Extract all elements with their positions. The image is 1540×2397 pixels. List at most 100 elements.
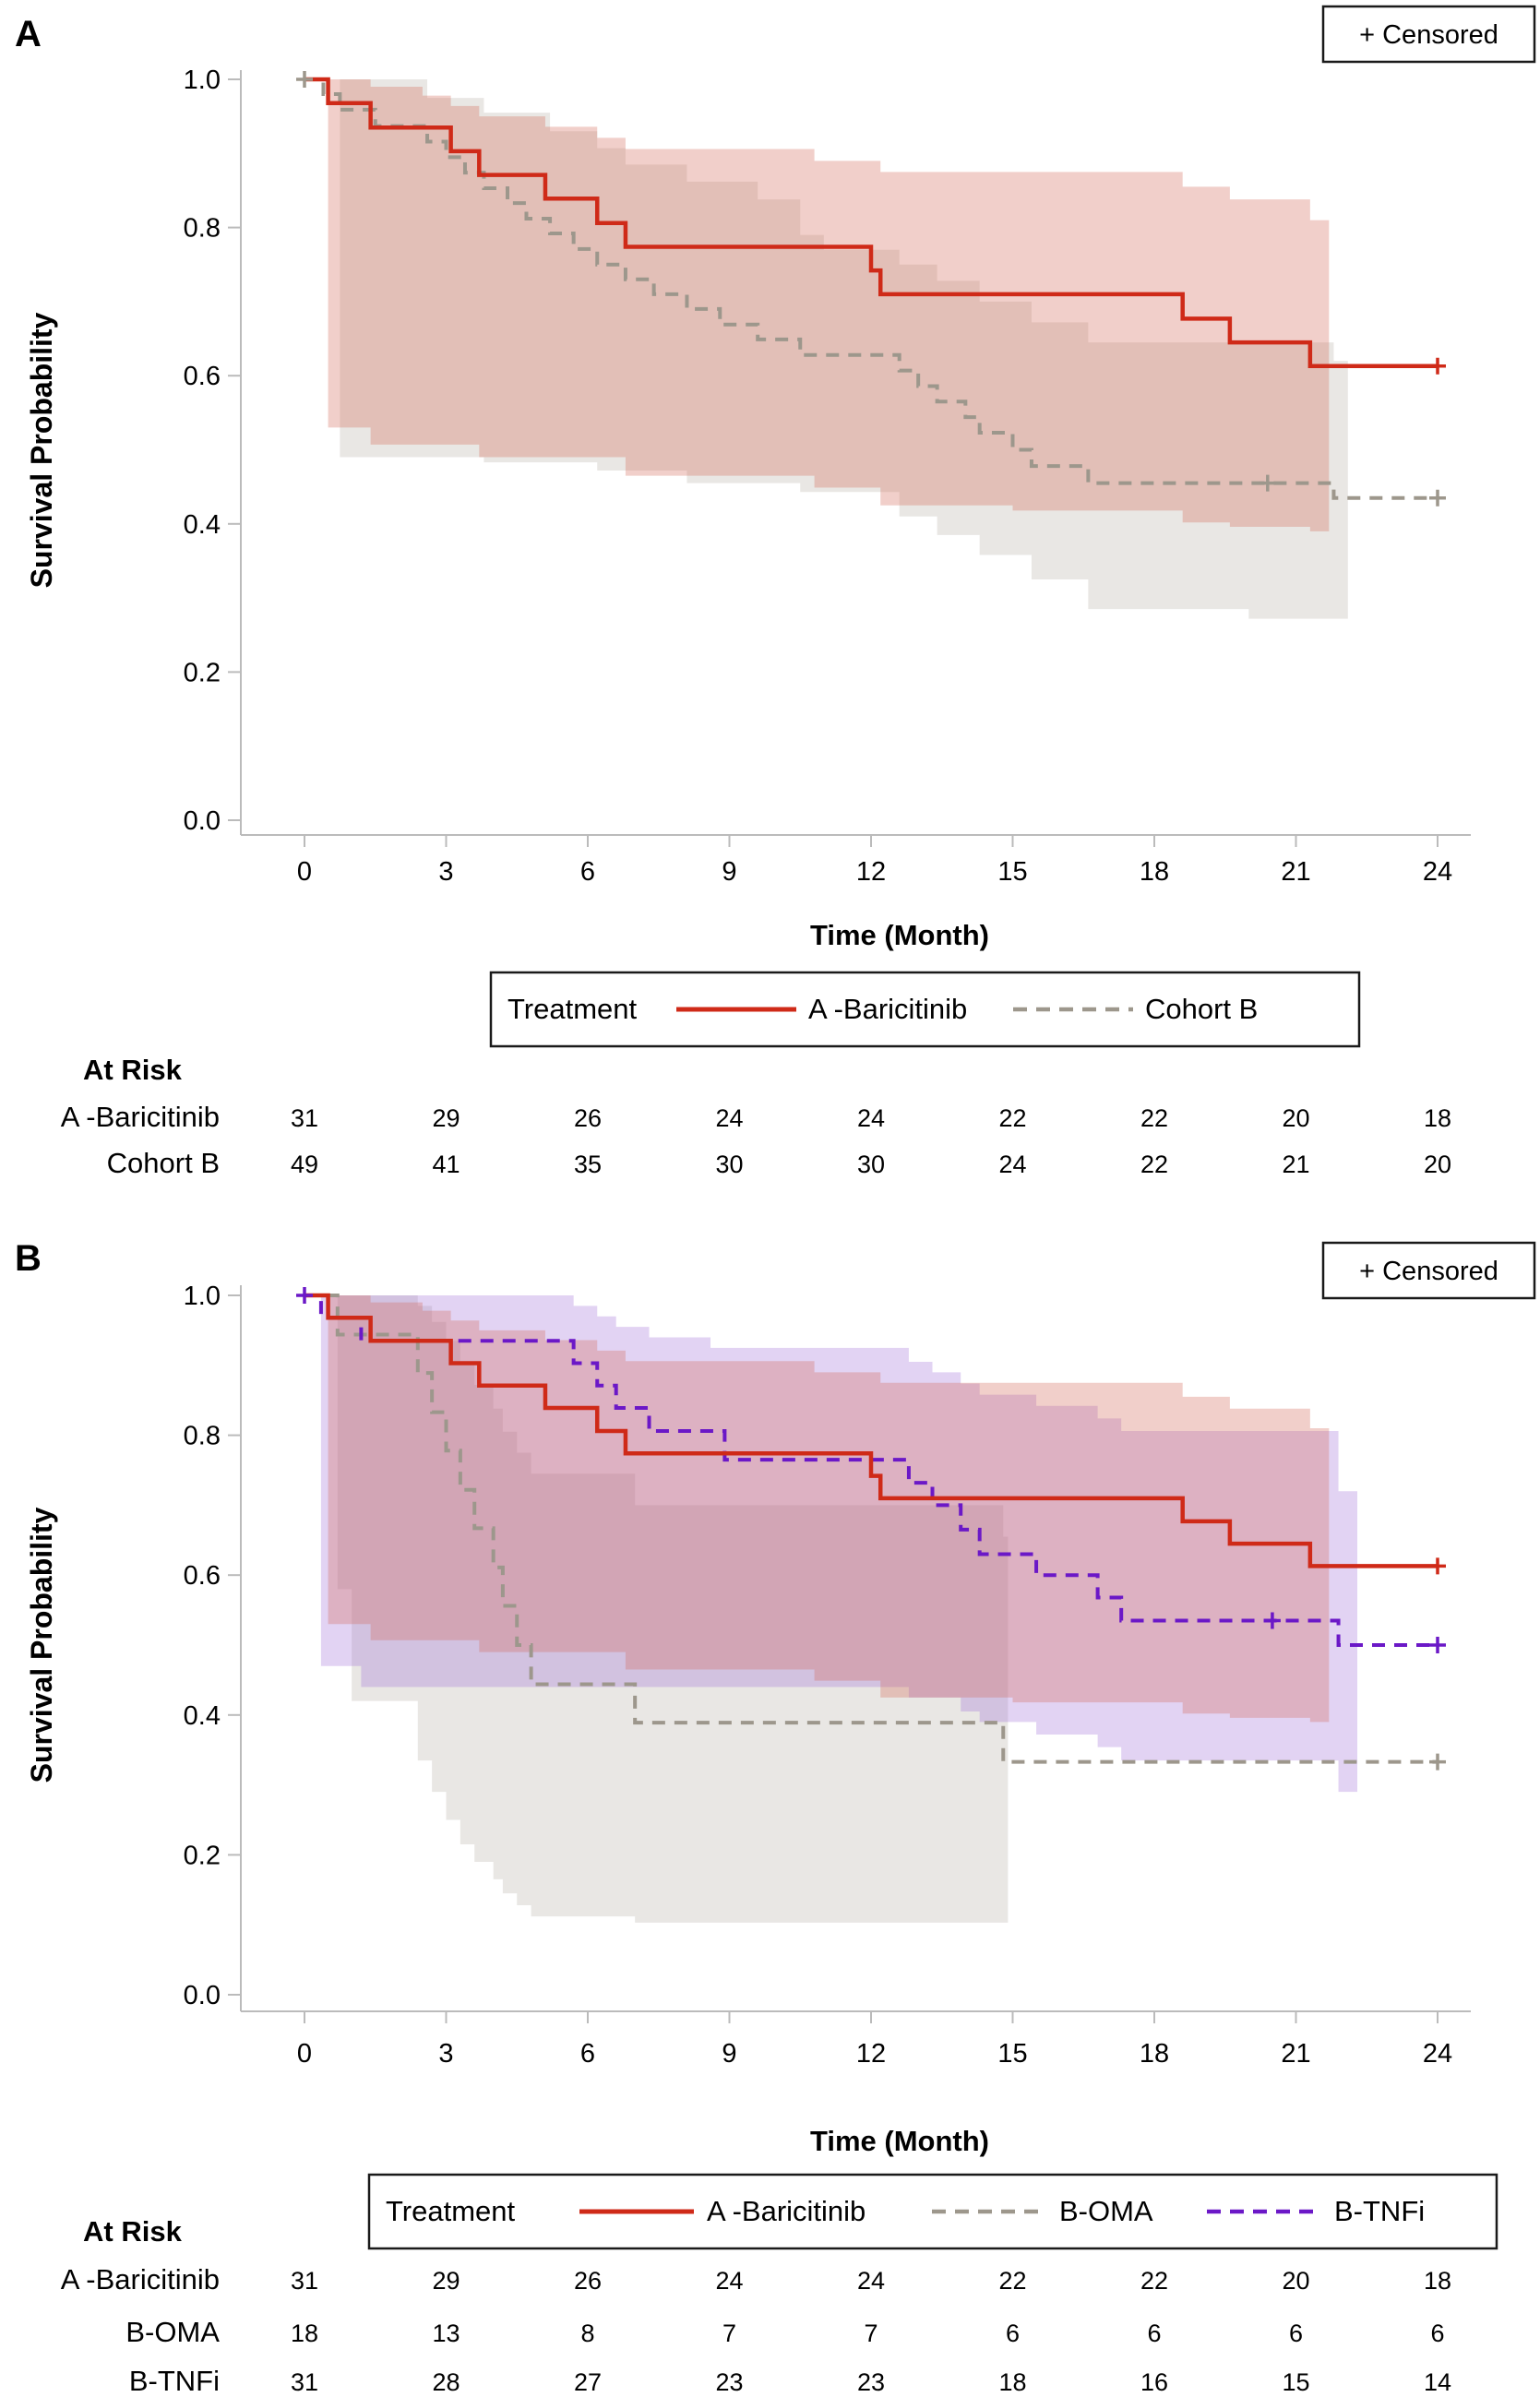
x-tick-label: 15 — [997, 857, 1027, 887]
x-tick-label: 24 — [1423, 2039, 1452, 2069]
x-tick-label: 9 — [722, 2039, 736, 2069]
at-risk-count: 21 — [1282, 1151, 1309, 1178]
x-tick-label: 0 — [297, 857, 312, 887]
survival-curve-a--baricitinib — [304, 1293, 1438, 1568]
censored-legend-box — [1321, 5, 1536, 64]
y-axis-title: Survival Probability — [25, 1507, 58, 1783]
confidence-band-a--baricitinib — [328, 1295, 1330, 1723]
x-tick-label: 18 — [1140, 857, 1169, 887]
at-risk-count: 22 — [998, 1104, 1026, 1132]
x-tick-label: 24 — [1423, 857, 1452, 887]
y-tick-label: 0.4 — [184, 510, 221, 540]
at-risk-count: 24 — [998, 1151, 1026, 1178]
at-risk-row-label: A -Baricitinib — [61, 1101, 220, 1133]
panel-a-chart: 1.0 0.8 0.6 0.4 0.2 0.0 0 3 6 9 12 15 18 21 24 A Surviva… — [15, 5, 1536, 1179]
y-tick-label: 0.6 — [184, 1561, 221, 1591]
at-risk-count: 31 — [291, 2267, 318, 2295]
survival-curve-b-tnfi — [304, 1294, 1438, 1647]
treatment-legend-box — [489, 971, 1361, 1048]
at-risk-count: 20 — [1282, 1104, 1309, 1132]
x-tick-label: 15 — [997, 2039, 1027, 2069]
at-risk-count: 6 — [1289, 2319, 1303, 2347]
censor-mark — [1263, 1612, 1281, 1629]
survival-curve-cohort-b — [304, 78, 1438, 500]
y-tick-label: 0.0 — [184, 1981, 221, 2010]
legend-label: B-OMA — [1059, 2195, 1153, 2227]
panel-b-chart: 1.0 0.8 0.6 0.4 0.2 0.0 0 3 6 9 12 15 18 21 24 B Surviva… — [15, 1238, 1536, 2397]
y-tick-label: 0.2 — [184, 1841, 221, 1870]
at-risk-count: 6 — [1147, 2319, 1161, 2347]
panel-letter: A — [15, 14, 42, 54]
at-risk-count: 29 — [432, 1104, 460, 1132]
x-axis-title: Time (Month) — [810, 2125, 989, 2157]
x-tick-label: 6 — [580, 2039, 595, 2069]
at-risk-header: At Risk — [83, 2215, 183, 2248]
at-risk-count: 24 — [857, 1104, 885, 1132]
x-tick-label: 3 — [438, 2039, 453, 2069]
censored-legend-box — [1321, 1241, 1536, 1300]
at-risk-count: 24 — [715, 1104, 743, 1132]
at-risk-count: 8 — [580, 2319, 594, 2347]
at-risk-count: 18 — [998, 2368, 1026, 2396]
legend-label: Cohort B — [1145, 993, 1258, 1025]
at-risk-count: 18 — [291, 2319, 318, 2347]
y-tick-label: 0.6 — [184, 362, 221, 391]
at-risk-count: 7 — [722, 2319, 736, 2347]
censored-legend-label: + Censored — [1359, 1257, 1498, 1286]
at-risk-count: 18 — [1424, 2267, 1451, 2295]
at-risk-count: 23 — [715, 2368, 743, 2396]
at-risk-count: 22 — [1140, 1104, 1168, 1132]
y-axis-title: Survival Probability — [25, 312, 58, 588]
at-risk-count: 27 — [574, 2368, 602, 2396]
at-risk-count: 7 — [864, 2319, 877, 2347]
at-risk-row-label: B-TNFi — [129, 2365, 220, 2397]
panel-letter: B — [15, 1238, 42, 1279]
y-tick-label: 1.0 — [184, 66, 221, 95]
censor-mark — [1429, 357, 1446, 375]
x-axis-title: Time (Month) — [810, 919, 989, 951]
censor-mark — [1259, 474, 1276, 492]
censor-mark — [1429, 1753, 1446, 1771]
at-risk-count: 31 — [291, 1104, 318, 1132]
x-tick-label: 0 — [297, 2039, 312, 2069]
y-tick-label: 0.8 — [184, 1422, 221, 1451]
legend-label: A -Baricitinib — [707, 2195, 866, 2227]
at-risk-count: 24 — [715, 2267, 743, 2295]
at-risk-count: 22 — [998, 2267, 1026, 2295]
censor-mark — [1429, 489, 1446, 507]
y-tick-label: 1.0 — [184, 1282, 221, 1311]
at-risk-count: 23 — [857, 2368, 885, 2396]
x-tick-label: 12 — [856, 857, 886, 887]
at-risk-count: 30 — [715, 1151, 743, 1178]
legend-title: Treatment — [386, 2195, 516, 2227]
legend-title: Treatment — [507, 993, 638, 1025]
at-risk-count: 14 — [1424, 2368, 1451, 2396]
x-tick-label: 12 — [856, 2039, 886, 2069]
y-tick-label: 0.0 — [184, 806, 221, 836]
at-risk-count: 22 — [1140, 1151, 1168, 1178]
at-risk-count: 15 — [1282, 2368, 1309, 2396]
censor-mark — [1429, 1637, 1446, 1653]
censor-mark — [1429, 1557, 1446, 1575]
confidence-band-b-tnfi — [320, 1295, 1358, 1793]
at-risk-count: 13 — [432, 2319, 460, 2347]
survival-curve-a--baricitinib — [304, 77, 1438, 369]
at-risk-count: 18 — [1424, 1104, 1451, 1132]
at-risk-header: At Risk — [83, 1054, 183, 1086]
at-risk-row-label: A -Baricitinib — [61, 2263, 220, 2296]
legend-label: A -Baricitinib — [808, 993, 967, 1025]
at-risk-count: 26 — [574, 1104, 602, 1132]
at-risk-count: 30 — [857, 1151, 885, 1178]
confidence-band-a--baricitinib — [328, 79, 1330, 531]
at-risk-count: 26 — [574, 2267, 602, 2295]
at-risk-count: 49 — [291, 1151, 318, 1178]
x-tick-label: 9 — [722, 857, 736, 887]
at-risk-count: 41 — [432, 1151, 460, 1178]
at-risk-count: 35 — [574, 1151, 602, 1178]
x-tick-label: 21 — [1281, 857, 1310, 887]
at-risk-count: 20 — [1282, 2267, 1309, 2295]
at-risk-count: 24 — [857, 2267, 885, 2295]
at-risk-row-label: Cohort B — [107, 1147, 220, 1179]
at-risk-count: 16 — [1140, 2368, 1168, 2396]
